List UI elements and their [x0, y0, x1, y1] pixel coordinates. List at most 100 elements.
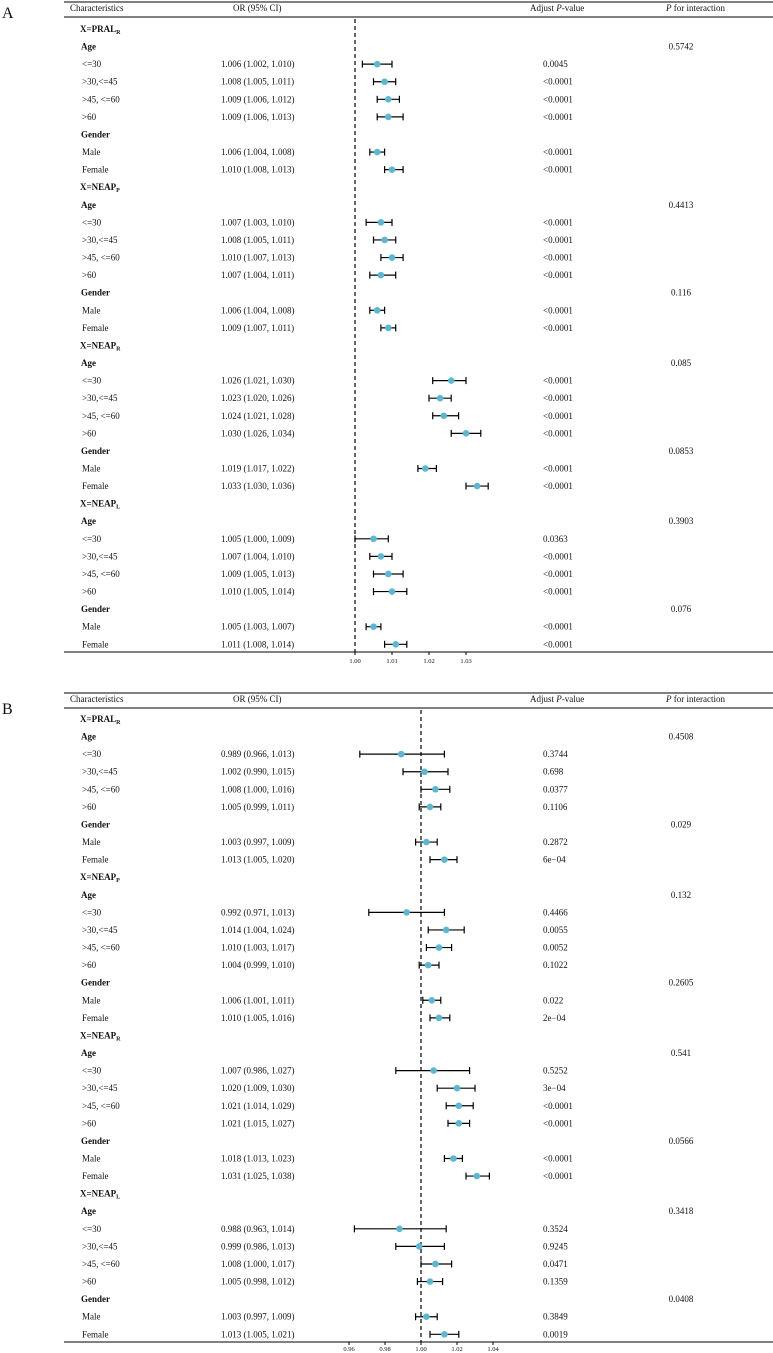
or-ci-text: 1.010 (1.007, 1.013) [221, 253, 295, 263]
group-subscript: P [116, 878, 120, 884]
x-tick-label: 1.00 [349, 658, 360, 665]
row-item: >45, <=60 1.021 (1.014, 1.029) <0.0001 [82, 1101, 573, 1111]
or-ci-text: 1.019 (1.017, 1.022) [221, 464, 295, 474]
x-tick-label: 1.02 [451, 1346, 462, 1353]
row-item: >45, <=60 1.010 (1.003, 1.017) 0.0052 [82, 943, 568, 953]
adjusted-p-value: 3e−04 [543, 1083, 566, 1093]
or-ci-text: 1.026 (1.021, 1.030) [221, 376, 295, 386]
group-heading: X=NEAPR [80, 340, 121, 352]
header-pvalue-suffix: -value [562, 3, 585, 13]
or-point [385, 96, 392, 103]
or-point [453, 1084, 461, 1092]
or-point [373, 60, 381, 68]
row-cat: Gender [81, 129, 110, 139]
or-ci-text: 1.018 (1.013, 1.023) [221, 1154, 295, 1164]
or-ci-text: 1.005 (0.998, 1.012) [221, 1277, 295, 1287]
subgroup-label: Male [82, 1312, 101, 1322]
row-item: Male 1.006 (1.001, 1.011) 0.022 [82, 995, 563, 1005]
adjusted-p-value: <0.0001 [543, 428, 573, 438]
subgroup-label: >60 [82, 428, 97, 438]
adjusted-p-value: 0.1022 [543, 960, 568, 970]
subgroup-label: >30,<=45 [82, 1241, 118, 1251]
adjusted-p-value: 0.0052 [543, 943, 568, 953]
row-item: <=30 1.006 (1.002, 1.010) 0.0045 [82, 59, 568, 69]
row-item: Female 1.010 (1.005, 1.016) 2e−04 [82, 1013, 566, 1023]
or-point [377, 219, 385, 226]
row-group: X=NEAPR [80, 1030, 121, 1042]
adjusted-p-value: <0.0001 [543, 639, 573, 649]
or-ci-text: 1.008 (1.005, 1.011) [221, 77, 294, 87]
row-cat: Age 0.3418 [81, 1206, 694, 1216]
row-item: Female 1.033 (1.030, 1.036) <0.0001 [82, 481, 573, 491]
or-ci-text: 1.003 (0.997, 1.009) [221, 837, 295, 847]
or-ci-text: 1.006 (1.004, 1.008) [221, 305, 295, 315]
row-cat: Age 0.085 [81, 358, 692, 368]
or-ci-text: 1.009 (1.007, 1.011) [221, 323, 294, 333]
adjusted-p-value: <0.0001 [543, 323, 573, 333]
row-item: Female 1.009 (1.007, 1.011) <0.0001 [82, 323, 573, 333]
adjusted-p-value: <0.0001 [543, 1154, 573, 1164]
row-item: Female 1.011 (1.008, 1.014) <0.0001 [82, 639, 573, 649]
row-item: >60 1.005 (0.999, 1.011) 0.1106 [82, 802, 568, 812]
adjusted-p-value: <0.0001 [543, 1171, 573, 1181]
header-pvalue-prefix: Adjust [530, 3, 556, 13]
adjusted-p-value: 0.5252 [543, 1066, 568, 1076]
or-point [381, 236, 388, 244]
row-item: >45, <=60 1.009 (1.005, 1.013) <0.0001 [82, 569, 573, 579]
adjusted-p-value: <0.0001 [543, 112, 573, 122]
row-cat: Age 0.4508 [81, 732, 694, 742]
group-name: X=NEAP [80, 1030, 117, 1040]
adjusted-p-value: 0.0045 [543, 59, 568, 69]
or-ci-text: 1.007 (1.004, 1.011) [221, 270, 294, 280]
row-item: <=30 0.988 (0.963, 1.014) 0.3524 [82, 1224, 568, 1234]
or-ci-text: 1.014 (1.004, 1.024) [221, 925, 295, 935]
or-ci-text: 1.006 (1.004, 1.008) [221, 147, 295, 157]
row-cat: Gender 0.029 [81, 819, 692, 829]
category-label: Gender [81, 129, 110, 139]
group-name: X=NEAP [80, 182, 117, 192]
adjusted-p-value: <0.0001 [543, 235, 573, 245]
header-or-ci: OR (95% CI) [233, 3, 282, 13]
or-point [385, 324, 392, 332]
or-point [396, 1225, 403, 1233]
group-subscript: P [116, 188, 120, 194]
or-ci-text: 1.021 (1.014, 1.029) [221, 1101, 295, 1111]
header-pvalue-italic: P [555, 694, 562, 704]
row-item: >60 1.010 (1.005, 1.014) <0.0001 [82, 587, 573, 597]
adjusted-p-value: 0.0377 [543, 784, 568, 794]
or-ci-text: 1.010 (1.008, 1.013) [221, 165, 295, 175]
row-cat: Gender 0.0853 [81, 446, 694, 456]
row-item: >45, <=60 1.010 (1.007, 1.013) <0.0001 [82, 253, 573, 263]
or-point [373, 306, 381, 314]
group-name: X=NEAP [80, 872, 117, 882]
or-ci-text: 1.031 (1.025, 1.038) [221, 1171, 295, 1181]
category-label: Gender [81, 978, 110, 988]
or-ci-text: 1.010 (1.005, 1.016) [221, 1013, 295, 1023]
row-item: >30,<=45 1.014 (1.004, 1.024) 0.0055 [82, 925, 568, 935]
adjusted-p-value: 0.3524 [543, 1224, 568, 1234]
or-ci-text: 1.009 (1.006, 1.013) [221, 112, 295, 122]
p-interaction-value: 0.0408 [669, 1294, 694, 1304]
row-item: <=30 1.007 (0.986, 1.027) 0.5252 [82, 1066, 568, 1076]
or-point [385, 113, 392, 121]
subgroup-label: >45, <=60 [82, 411, 120, 421]
or-point [436, 394, 444, 402]
or-point [388, 166, 396, 173]
row-item: >60 1.021 (1.015, 1.027) <0.0001 [82, 1118, 573, 1128]
or-point [422, 465, 429, 472]
subgroup-label: Male [82, 1154, 101, 1164]
subgroup-label: >45, <=60 [82, 569, 120, 579]
category-label: Gender [81, 1136, 110, 1146]
subgroup-label: <=30 [82, 1224, 102, 1234]
p-interaction-value: 0.116 [671, 288, 691, 298]
adjusted-p-value: 0.3744 [543, 749, 568, 759]
x-tick-label: 0.98 [379, 1346, 390, 1353]
row-item: >60 1.004 (0.999, 1.010) 0.1022 [82, 960, 568, 970]
or-point [426, 1278, 434, 1285]
or-ci-text: 1.013 (1.005, 1.021) [221, 1329, 295, 1339]
adjusted-p-value: <0.0001 [543, 411, 573, 421]
or-point [377, 553, 385, 560]
subgroup-label: >30,<=45 [82, 77, 118, 87]
or-point [455, 1120, 463, 1127]
